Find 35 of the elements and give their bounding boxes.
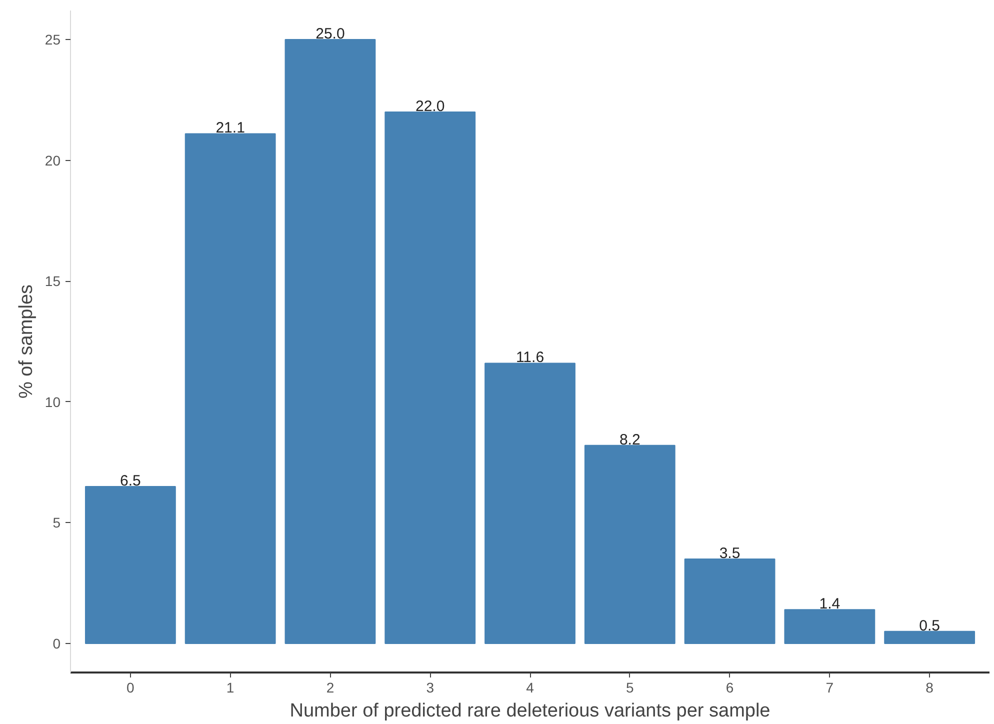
bar xyxy=(584,444,676,644)
x-tick-label: 4 xyxy=(526,680,534,696)
x-tick-label: 6 xyxy=(726,680,734,696)
data-label: 22.0 xyxy=(416,98,445,115)
data-label: 21.1 xyxy=(216,120,245,137)
bar xyxy=(84,486,176,644)
data-label: 25.0 xyxy=(316,25,345,42)
data-label: 8.2 xyxy=(619,431,640,448)
y-tick-label: 15 xyxy=(44,273,61,290)
x-tick-label: 1 xyxy=(226,680,234,696)
y-tick-label: 10 xyxy=(44,394,61,410)
data-label: 3.5 xyxy=(719,544,740,562)
data-label: 6.5 xyxy=(120,472,141,490)
bar xyxy=(684,558,776,644)
y-tick-label: 0 xyxy=(52,636,61,652)
x-tick-label: 3 xyxy=(426,680,434,696)
bar xyxy=(384,111,476,644)
bar xyxy=(884,630,976,644)
y-axis-title: % of samples xyxy=(16,284,37,399)
x-axis-title: Number of predicted rare deleterious variants per sample xyxy=(290,700,770,722)
data-label: 0.5 xyxy=(919,617,940,634)
bar xyxy=(484,362,576,644)
bar xyxy=(784,609,876,644)
bar xyxy=(184,133,276,644)
x-tick-label: 0 xyxy=(126,680,135,696)
data-label: 11.6 xyxy=(516,349,544,366)
x-tick-label: 8 xyxy=(926,680,934,696)
y-tick-label: 5 xyxy=(52,514,61,531)
x-tick-label: 7 xyxy=(826,680,834,696)
y-tick-label: 20 xyxy=(44,152,61,168)
bar xyxy=(284,38,376,644)
data-label: 1.4 xyxy=(819,596,840,613)
x-tick-label: 2 xyxy=(326,680,334,696)
x-tick-label: 5 xyxy=(626,680,634,696)
y-tick-label: 25 xyxy=(44,31,61,48)
